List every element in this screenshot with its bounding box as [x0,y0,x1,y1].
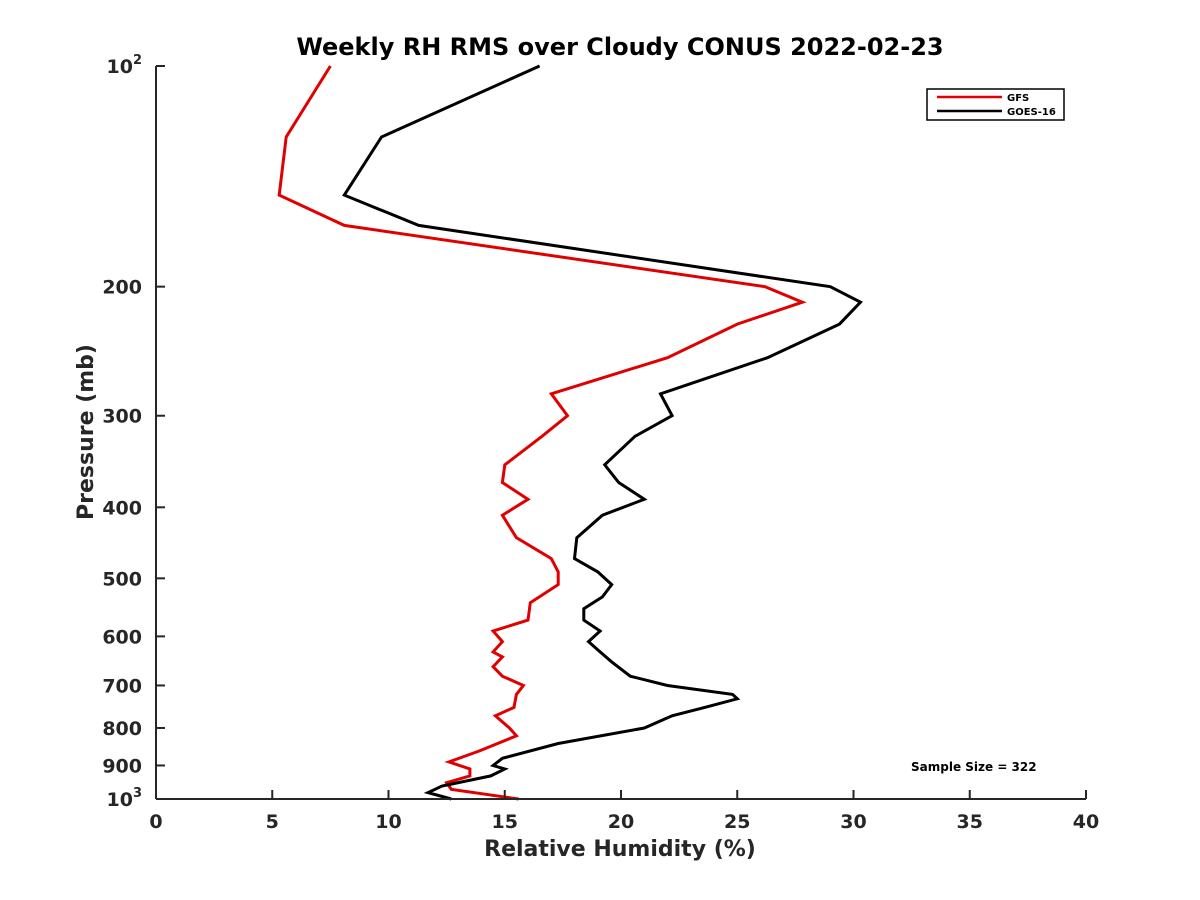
x-ticks: 0 5 10 15 20 25 30 35 40 [149,790,1099,833]
y-tick-label: 400 [102,497,142,519]
x-tick-label: 5 [266,811,279,833]
y-tick-label: 700 [102,675,142,697]
x-tick-label: 0 [149,811,162,833]
x-tick-label: 20 [608,811,634,833]
y-axis-label: Pressure (mb) [74,344,99,520]
y-tick-label: 900 [102,755,142,777]
x-tick-label: 25 [724,811,750,833]
x-tick-label: 35 [957,811,983,833]
x-tick-label: 40 [1073,811,1099,833]
x-tick-label: 30 [840,811,866,833]
chart-title: Weekly RH RMS over Cloudy CONUS 2022-02-… [296,33,943,61]
sample-size-annotation: Sample Size = 322 [911,760,1037,774]
y-tick-label: 102 [107,53,143,78]
x-axis-label: Relative Humidity (%) [484,837,756,862]
y-tick-label: 500 [102,568,142,590]
y-tick-label: 103 [107,786,143,811]
series-group [277,64,863,801]
legend-box [926,88,1065,121]
y-tick-label: 600 [102,626,142,648]
legend-label-goes16: GOES-16 [1007,107,1056,118]
y-tick-label: 300 [102,406,142,428]
series-line-gfs [277,65,807,801]
y-ticks: 102 200 300 400 500 600 700 800 900 103 [102,53,165,811]
series-line-goes-16 [342,64,863,801]
legend: GFS GOES-16 [926,88,1065,121]
x-tick-label: 10 [375,811,401,833]
x-tick-label: 15 [492,811,518,833]
legend-label-gfs: GFS [1007,93,1029,104]
y-tick-label: 800 [102,718,142,740]
y-tick-label: 200 [102,277,142,299]
